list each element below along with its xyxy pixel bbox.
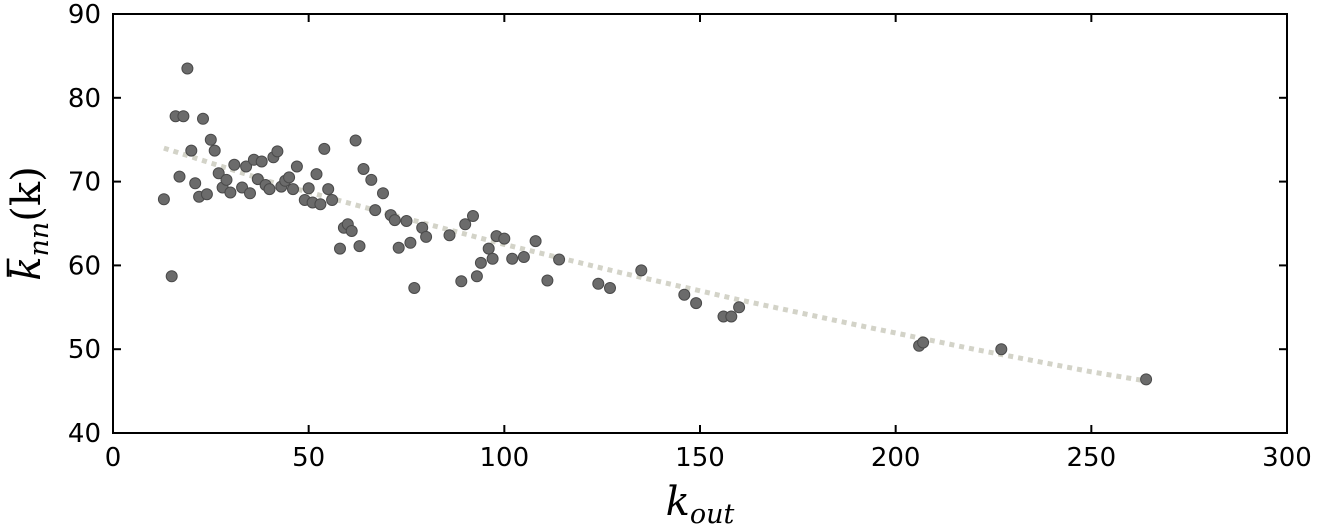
data-point	[1140, 373, 1153, 386]
data-point	[157, 193, 170, 206]
x-tick-label: 300	[1262, 443, 1312, 473]
x-tick-label: 50	[292, 443, 325, 473]
data-point	[220, 173, 233, 186]
data-point	[357, 163, 370, 175]
data-point	[173, 170, 186, 183]
data-point	[474, 256, 487, 269]
plot-frame	[112, 13, 1288, 434]
data-point	[470, 270, 483, 283]
data-point	[482, 242, 495, 255]
data-point	[917, 336, 930, 349]
y-tick-label: 50	[68, 335, 101, 365]
data-point	[459, 218, 472, 231]
data-point	[204, 133, 217, 146]
data-point	[369, 204, 382, 217]
data-point	[486, 252, 499, 265]
data-point	[200, 188, 213, 201]
data-point	[212, 167, 225, 180]
x-tick-label: 100	[480, 443, 530, 473]
data-point	[255, 155, 268, 168]
x-axis-label-subscript: out	[690, 499, 735, 529]
data-point	[165, 270, 178, 283]
data-point	[185, 144, 198, 157]
data-point	[404, 236, 417, 249]
data-point	[467, 210, 479, 222]
data-point	[553, 253, 566, 266]
data-point	[283, 171, 296, 184]
data-point	[349, 134, 362, 147]
data-point	[290, 160, 303, 173]
data-point	[314, 198, 327, 211]
y-tick-label: 40	[68, 419, 101, 449]
data-point	[322, 183, 335, 196]
y-axis-label-subscript: nn	[24, 222, 55, 257]
data-point	[318, 142, 331, 155]
data-point	[995, 343, 1008, 356]
data-point	[271, 145, 284, 158]
y-tick-label: 70	[68, 168, 101, 198]
data-point	[541, 274, 554, 287]
y-axis-label: knn(k)	[4, 166, 55, 280]
data-point	[604, 282, 616, 294]
data-point	[208, 144, 221, 157]
data-point	[392, 241, 405, 254]
data-point	[455, 275, 468, 288]
data-point	[310, 168, 323, 181]
data-point	[240, 160, 253, 173]
data-point	[678, 288, 691, 301]
data-point	[244, 187, 256, 200]
data-point	[388, 214, 401, 227]
y-axis-label-args: (k)	[4, 166, 50, 221]
x-tick-label: 0	[105, 443, 122, 473]
data-point	[177, 110, 190, 123]
y-tick-label: 90	[68, 0, 101, 30]
data-point	[263, 183, 276, 196]
tick-labels-layer: 0 50 100 150 200 250 300 40 50 60 70 80 90	[68, 0, 1312, 473]
data-point	[224, 186, 237, 199]
data-point	[733, 301, 746, 314]
y-tick-label: 80	[68, 84, 101, 114]
data-point	[690, 297, 703, 310]
data-point	[353, 240, 366, 253]
x-tick-label: 250	[1067, 443, 1117, 473]
data-point	[228, 158, 241, 171]
data-point	[345, 225, 358, 237]
data-point	[326, 194, 339, 206]
data-point	[592, 277, 605, 290]
data-point	[408, 282, 421, 294]
data-point	[302, 182, 315, 195]
data-point	[181, 62, 194, 75]
data-point	[725, 310, 738, 323]
x-tick-label: 200	[871, 443, 921, 473]
data-point	[287, 183, 299, 196]
ticks-layer	[112, 13, 1288, 434]
data-point	[197, 112, 209, 125]
data-point	[498, 232, 511, 245]
data-point	[420, 230, 433, 243]
data-points-layer	[157, 62, 1153, 386]
y-axis-label-main: k	[4, 256, 50, 280]
data-point	[635, 264, 648, 277]
x-axis-label-main: k	[666, 479, 690, 525]
data-point	[400, 215, 413, 227]
x-tick-label: 150	[675, 443, 725, 473]
y-tick-label: 60	[68, 251, 101, 281]
data-point	[334, 242, 346, 255]
data-point	[517, 251, 530, 263]
data-point	[529, 235, 542, 248]
x-axis-label: kout	[666, 479, 735, 529]
data-point	[377, 187, 389, 200]
data-point	[365, 173, 378, 186]
data-point	[506, 252, 519, 265]
data-point	[443, 229, 456, 242]
data-point	[189, 177, 202, 190]
